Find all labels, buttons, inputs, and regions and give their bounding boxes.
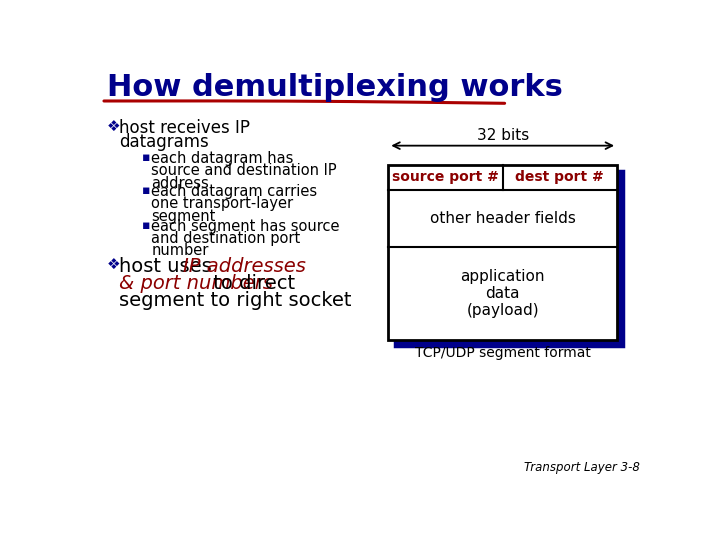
Text: datagrams: datagrams: [120, 133, 210, 151]
Text: Transport Layer 3-8: Transport Layer 3-8: [524, 462, 640, 475]
Text: other header fields: other header fields: [430, 211, 575, 226]
Text: host receives IP: host receives IP: [120, 119, 251, 137]
Text: each datagram carries: each datagram carries: [151, 184, 318, 199]
Text: source and destination IP: source and destination IP: [151, 164, 337, 178]
Text: segment: segment: [151, 209, 215, 224]
Text: each segment has source: each segment has source: [151, 219, 340, 234]
Text: application
data
(payload): application data (payload): [460, 268, 545, 319]
Text: number: number: [151, 244, 209, 259]
Text: source port #: source port #: [392, 170, 499, 184]
Text: one transport-layer: one transport-layer: [151, 197, 293, 212]
Text: ▪: ▪: [142, 151, 150, 164]
Text: address: address: [151, 176, 209, 191]
Text: 32 bits: 32 bits: [477, 129, 528, 143]
Text: ❖: ❖: [107, 257, 121, 272]
Text: each datagram has: each datagram has: [151, 151, 294, 166]
Text: host uses: host uses: [120, 257, 218, 276]
Text: ❖: ❖: [107, 119, 121, 134]
Text: ▪: ▪: [142, 184, 150, 197]
Text: & port numbers: & port numbers: [120, 274, 274, 293]
Text: TCP/UDP segment format: TCP/UDP segment format: [415, 346, 590, 360]
Text: and destination port: and destination port: [151, 231, 300, 246]
Text: dest port #: dest port #: [516, 170, 604, 184]
Bar: [395, 171, 624, 346]
Text: segment to right socket: segment to right socket: [120, 291, 352, 310]
Text: to direct: to direct: [207, 274, 295, 293]
Text: How demultiplexing works: How demultiplexing works: [107, 72, 563, 102]
Bar: [388, 165, 617, 340]
Text: ▪: ▪: [142, 219, 150, 232]
Text: IP addresses: IP addresses: [183, 257, 306, 276]
